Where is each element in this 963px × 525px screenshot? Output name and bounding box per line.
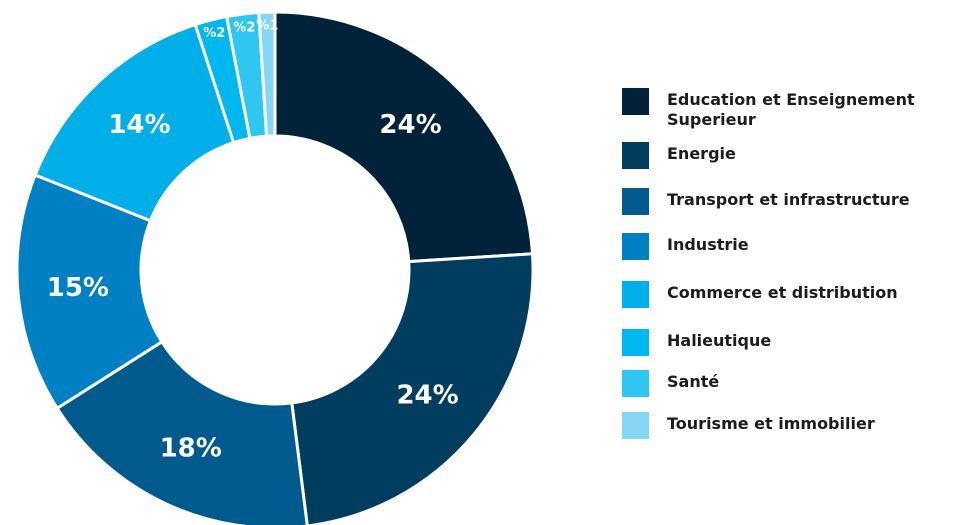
legend-item: Santé [622, 370, 947, 397]
donut-slice [55, 339, 309, 525]
legend-label: Tourisme et immobilier [667, 414, 875, 433]
legend-swatch [622, 370, 649, 397]
legend-item: Tourisme et immobilier [622, 412, 947, 439]
legend-item: Halieutique [622, 329, 947, 356]
legend-item: Commerce et distribution [622, 281, 947, 308]
slice-label: %2 [203, 26, 225, 41]
legend-swatch [622, 233, 649, 260]
chart: 24%24%18%15%14%%2 %2 %1 [15, 10, 535, 525]
legend-item: Industrie [622, 233, 947, 260]
legend-label: Education et Enseignement Superieur [667, 90, 915, 129]
slice-label: 18% [160, 434, 222, 464]
slice-label: %2 [233, 20, 255, 35]
slice-label: 14% [108, 110, 170, 140]
legend-label: Commerce et distribution [667, 283, 898, 302]
slice-label: %1 [256, 19, 278, 34]
donut-slice [290, 252, 535, 525]
donut-slice [15, 173, 164, 411]
legend-item: Education et Enseignement Superieur [622, 88, 957, 130]
legend-label: Santé [667, 372, 720, 391]
legend-label: Industrie [667, 235, 749, 254]
legend-label: Transport et infrastructure [667, 190, 910, 209]
donut-slice [273, 10, 535, 264]
legend-label: Halieutique [667, 331, 772, 350]
slice-label: 24% [396, 381, 458, 411]
legend-label: Energie [667, 144, 736, 163]
legend-swatch [622, 88, 649, 115]
donut-slice [257, 10, 277, 138]
slice-label: 15% [47, 273, 109, 303]
slice-label: 24% [379, 110, 441, 140]
legend-item: Transport et infrastructure [622, 188, 947, 215]
legend-swatch [622, 329, 649, 356]
legend-swatch [622, 142, 649, 169]
legend-swatch [622, 412, 649, 439]
legend-item: Energie [622, 142, 947, 169]
legend-swatch [622, 188, 649, 215]
legend-swatch [622, 281, 649, 308]
